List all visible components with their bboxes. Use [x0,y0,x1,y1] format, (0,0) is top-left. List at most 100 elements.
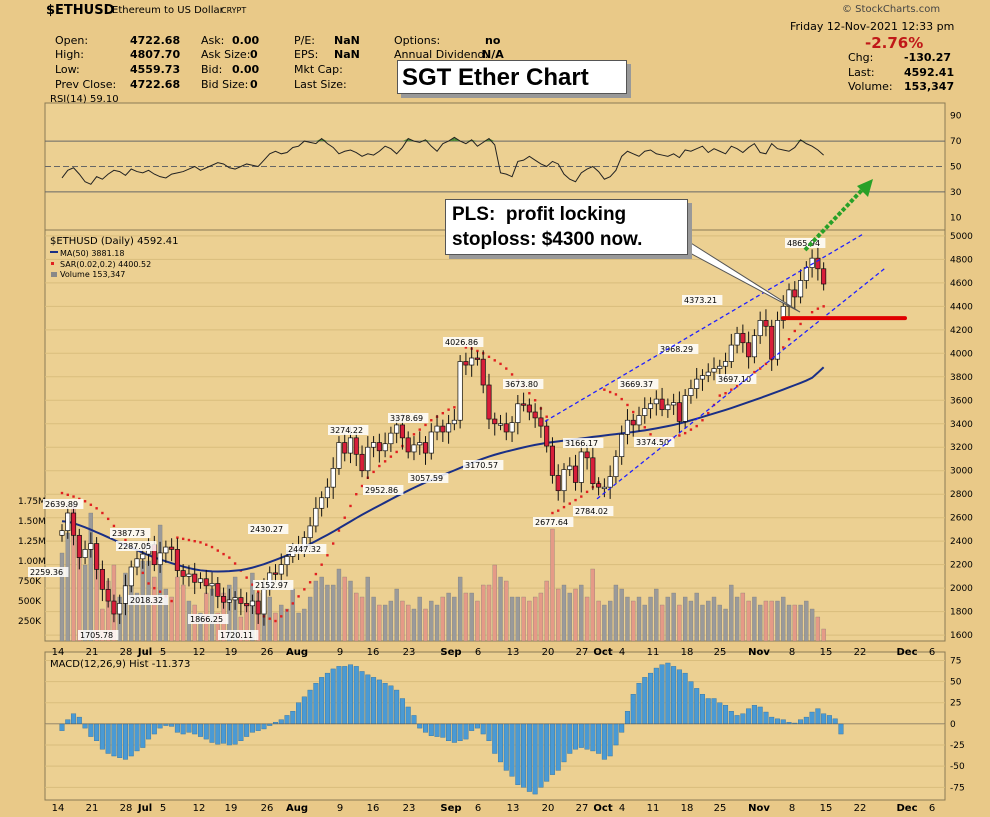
price-tick-label: 4000 [950,349,973,359]
candle-body [192,573,198,583]
pe-value: NaN [334,34,360,47]
macd-x-tick-label: 27 [576,803,589,814]
volume-bar [809,608,815,642]
ask-size-value: 0 [250,48,258,61]
price-tick-label: 2400 [950,537,973,547]
macd-hist-bar [146,723,152,740]
sar-dot [297,595,300,598]
sar-dot [389,455,393,458]
sar-dot [331,542,335,545]
sar-dot [308,581,312,584]
candle-body [509,422,515,433]
candle-body [255,600,261,615]
volume-tick-label: 1.75M [18,497,46,507]
price-annotation-bg [388,413,429,423]
macd-hist-bar [428,723,434,736]
macd-hist-bar [601,723,607,760]
macd-hist-bar [261,723,267,730]
volume-bar [348,580,353,642]
macd-hist-bar [746,708,752,725]
candle-body [163,546,169,554]
brand-label: © StockCharts.com [842,4,941,15]
target-arrow-shaft [803,188,864,252]
volume-bar [671,592,676,642]
candle-body [572,465,579,483]
macd-hist-bar [555,723,561,771]
macd-hist-bar [99,723,105,750]
candle-body [128,566,134,587]
price-annotation: 3673.80 [505,380,538,389]
sar-dot [285,609,289,612]
macd-hist-bar [469,723,475,731]
macd-hist-bar [676,669,682,725]
price-annotation-bg [363,485,404,495]
stoploss-note: PLS: profit locking stoploss: $4300 now. [445,199,688,255]
price-x-tick-label: 8 [789,647,795,658]
open-value: 4722.68 [130,34,181,47]
volume-bar [129,584,134,642]
sar-dot [78,497,81,501]
volume-bar [665,596,670,642]
volume-bar [763,600,769,642]
volume-bar [181,584,186,642]
price-annotation: 3170.57 [465,461,498,470]
candle-body [705,371,711,376]
volume-bar [336,568,342,642]
macd-hist-bar [290,711,296,725]
sar-dot [349,504,352,508]
candle-body [261,588,267,615]
volume-bar [325,584,330,642]
macd-hist-bar [699,694,705,725]
macd-hist-bar [832,718,838,725]
volume-bar [238,616,244,642]
sar-dot [505,367,508,370]
price-annotation-bg [634,437,675,447]
sar-dot [441,411,445,415]
volume-bar [469,592,474,642]
candle-body [503,423,509,433]
macd-x-tick-label: 26 [261,803,274,814]
price-tick-label: 2200 [950,561,973,571]
sar-dot [447,408,450,411]
price-annotation: 3166.17 [565,439,598,448]
ask-label: Ask: [201,34,225,47]
sar-dot [124,538,127,542]
volume-bar [717,604,722,642]
macd-hist-bar [705,698,711,725]
price-x-tick-label: 5 [160,647,166,658]
sar-dot [372,470,375,474]
candle-body [463,361,469,366]
macd-x-tick-label: 13 [507,803,520,814]
sar-dot [793,329,796,333]
candle-body [624,419,631,435]
sar-dot [562,505,566,509]
sar-dot [187,538,191,542]
macd-hist-bar [636,683,642,725]
prev-close-label: Prev Close: [55,78,117,91]
sar-dot [274,619,277,623]
macd-hist-bar [803,716,809,725]
price-annotation-bg [43,499,84,509]
macd-title: MACD(12,26,9) Hist -11.373 [50,659,190,670]
sar-dot [574,498,577,502]
macd-hist-bar [134,723,140,752]
candle-body [319,497,325,509]
volume-bar [452,596,457,642]
candle-body [699,375,706,380]
candle-body [405,437,411,453]
candle-body [815,257,821,270]
price-x-tick-label: Aug [286,647,308,658]
volume-bar [296,612,301,642]
sar-dot [735,384,739,388]
volume-bar [457,576,463,642]
candle-body [780,305,786,321]
pe-label: P/E: [294,34,315,47]
price-annotation-bg [110,528,151,538]
volume-bar [134,592,140,642]
candle-body [376,442,382,452]
sar-dot [383,460,387,463]
macd-hist-bar [169,723,175,727]
volume-bar [59,552,65,642]
price-tick-label: 1600 [950,631,973,641]
macd-hist-bar [399,698,405,725]
